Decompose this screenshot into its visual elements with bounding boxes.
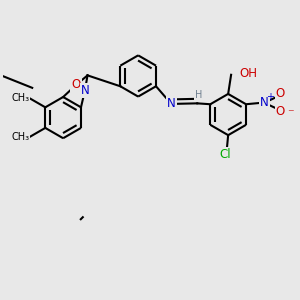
Text: H: H <box>195 89 202 100</box>
Text: ⁻: ⁻ <box>287 107 294 121</box>
Text: N: N <box>167 98 176 110</box>
Text: Cl: Cl <box>219 148 231 161</box>
Text: OH: OH <box>239 67 257 80</box>
Text: CH₃: CH₃ <box>11 93 29 103</box>
Text: N: N <box>260 96 268 109</box>
Text: +: + <box>266 92 274 102</box>
Text: O: O <box>71 78 81 92</box>
Text: N: N <box>81 84 89 97</box>
Text: CH₃: CH₃ <box>11 132 29 142</box>
Text: O: O <box>276 87 285 101</box>
Text: O: O <box>276 105 285 118</box>
